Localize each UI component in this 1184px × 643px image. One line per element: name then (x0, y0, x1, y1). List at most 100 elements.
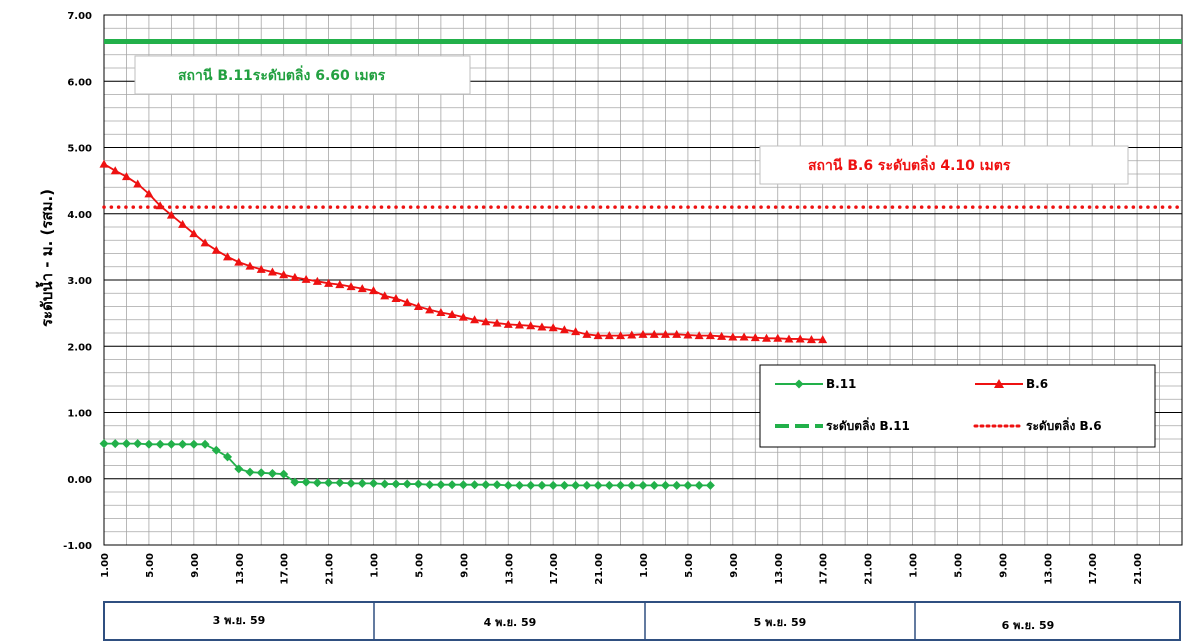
x-tick-label: 21.00 (864, 553, 875, 585)
data-point (121, 439, 131, 449)
data-point (705, 331, 715, 340)
data-point (110, 439, 120, 449)
data-point (705, 480, 715, 490)
data-point (256, 468, 266, 478)
annotation-b6-text: สถานี B.6 ระดับตลิ่ง 4.10 เมตร (808, 155, 1011, 174)
y-tick-label: 2.00 (67, 342, 92, 353)
y-tick-label: 5.00 (67, 144, 92, 155)
data-point (425, 305, 435, 314)
data-point (166, 210, 176, 219)
data-point (267, 267, 277, 276)
day-label-3: 5 พ.ย. 59 (754, 616, 807, 629)
x-tick-label: 9.00 (190, 553, 201, 578)
data-point (369, 478, 378, 488)
data-point (200, 238, 210, 247)
data-point (110, 166, 120, 175)
data-point (683, 330, 693, 339)
data-point (503, 319, 513, 328)
data-point (324, 278, 334, 287)
data-point (672, 480, 682, 490)
data-point (335, 478, 345, 488)
x-tick-label: 1.00 (909, 553, 920, 578)
data-point (526, 321, 536, 330)
data-point (458, 480, 468, 490)
x-tick-label: 13.00 (1043, 553, 1054, 585)
data-point (324, 478, 334, 488)
data-point (256, 264, 266, 273)
data-point (290, 272, 300, 281)
data-point (380, 291, 390, 300)
data-point (178, 439, 188, 449)
data-point (121, 172, 131, 181)
data-point (99, 159, 109, 168)
legend-entry-b11: B.11 (775, 377, 856, 391)
y-axis-label: ระดับน้ำ - ม. (รสม.) (35, 189, 56, 327)
data-point (346, 478, 356, 488)
data-point (436, 480, 446, 490)
data-point (672, 329, 682, 338)
data-point (447, 309, 457, 318)
data-point (391, 479, 401, 489)
data-point (413, 479, 423, 489)
data-point (357, 284, 367, 293)
data-point (694, 480, 704, 490)
x-tick-label: 17.00 (819, 553, 830, 585)
data-point (559, 325, 569, 334)
data-point (402, 298, 412, 307)
data-point (784, 334, 794, 343)
data-point (144, 189, 154, 198)
x-tick-label: 13.00 (235, 553, 246, 585)
data-point (660, 329, 670, 338)
legend-label-bank-b6: ระดับตลิ่ง B.6 (1026, 417, 1102, 433)
y-tick-label: 0.00 (67, 475, 92, 486)
data-point (514, 320, 524, 329)
x-tick-label: 21.00 (325, 553, 336, 585)
data-point (627, 330, 637, 339)
y-tick-label: 1.00 (67, 409, 92, 420)
data-point (301, 477, 311, 487)
legend-box (759, 364, 1156, 448)
data-point (582, 480, 592, 490)
x-axis-ticks: 1.00 5.00 9.00 13.00 17.00 21.00 1.00 5.00 9.00 1… (100, 553, 1144, 585)
data-point (380, 479, 390, 489)
data-point (571, 327, 581, 336)
legend-label-b6: B.6 (1026, 377, 1048, 391)
annotation-b6-box (759, 145, 1129, 185)
legend-entry-b6: B.6 (975, 377, 1048, 391)
legend-diamond-icon (794, 379, 804, 389)
data-point (537, 480, 547, 490)
data-point (211, 245, 221, 254)
data-point (470, 480, 480, 490)
x-tick-label: 5.00 (953, 553, 964, 578)
day-table-border (103, 601, 1181, 641)
data-point (492, 318, 502, 327)
day-label-table: 3 พ.ย. 59 4 พ.ย. 59 5 พ.ย. 59 6 พ.ย. 59 (103, 601, 1181, 641)
data-point (301, 274, 311, 283)
y-tick-label: -1.00 (63, 541, 92, 552)
data-point (357, 478, 367, 488)
data-point (649, 480, 659, 490)
data-point (369, 286, 378, 295)
data-point (806, 335, 816, 344)
x-tick-label: 1.00 (639, 553, 650, 578)
x-tick-label: 5.00 (684, 553, 695, 578)
data-point (717, 331, 727, 340)
data-point (660, 480, 670, 490)
x-tick-label: 1.00 (370, 553, 381, 578)
data-point (200, 439, 210, 449)
data-point (526, 480, 536, 490)
x-tick-label: 5.00 (145, 553, 156, 578)
x-tick-label: 9.00 (998, 553, 1009, 578)
day-label-1: 3 พ.ย. 59 (213, 614, 266, 627)
legend-triangle-icon (994, 379, 1004, 388)
annotation-b11: สถานี B.11ระดับตลิ่ง 6.60 เมตร (134, 55, 471, 95)
data-point (638, 480, 648, 490)
data-point (649, 329, 659, 338)
x-tick-label: 21.00 (1133, 553, 1144, 585)
data-point (133, 439, 143, 449)
data-point (279, 469, 289, 479)
x-tick-label: 17.00 (280, 553, 291, 585)
y-tick-label: 6.00 (67, 77, 92, 88)
data-point (728, 332, 738, 341)
data-point (144, 439, 154, 449)
